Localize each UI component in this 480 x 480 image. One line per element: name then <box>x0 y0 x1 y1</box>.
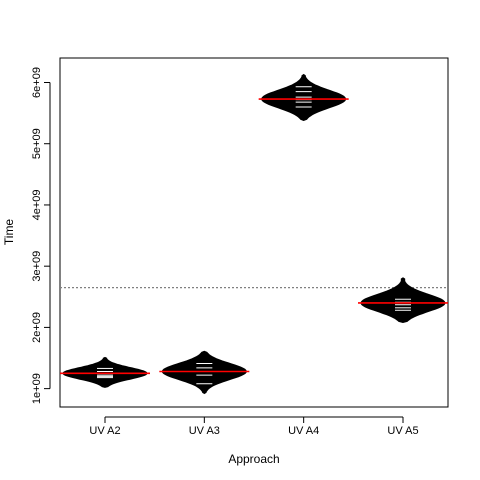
y-tick-label: 4e+09 <box>31 189 43 220</box>
x-axis-label: Approach <box>228 452 279 466</box>
y-tick-label: 3e+09 <box>31 251 43 282</box>
y-tick-label: 1e+09 <box>31 373 43 404</box>
x-tick-label: UV A3 <box>189 425 220 437</box>
y-tick-label: 6e+09 <box>31 67 43 98</box>
x-tick-label: UV A5 <box>387 425 418 437</box>
bean-uv-a2 <box>60 356 150 388</box>
y-axis-label: Time <box>2 219 16 246</box>
y-tick-label: 2e+09 <box>31 312 43 343</box>
bean-density <box>360 277 446 324</box>
bean-uv-a3 <box>159 350 250 395</box>
bean-uv-a4 <box>258 73 349 122</box>
beans-group <box>60 73 448 395</box>
bean-density <box>161 350 247 395</box>
plot-frame <box>59 57 449 408</box>
x-tick-label: UV A4 <box>288 425 319 437</box>
x-axis: UV A2 UV A3 UV A4 UV A5 <box>89 416 419 437</box>
bean-density <box>62 356 148 388</box>
y-tick-label: 5e+09 <box>31 128 43 159</box>
bean-uv-a5 <box>358 277 448 324</box>
x-tick-label: UV A2 <box>89 425 120 437</box>
y-axis: 1e+09 2e+09 3e+09 4e+09 5e+09 6e+09 <box>31 67 51 404</box>
